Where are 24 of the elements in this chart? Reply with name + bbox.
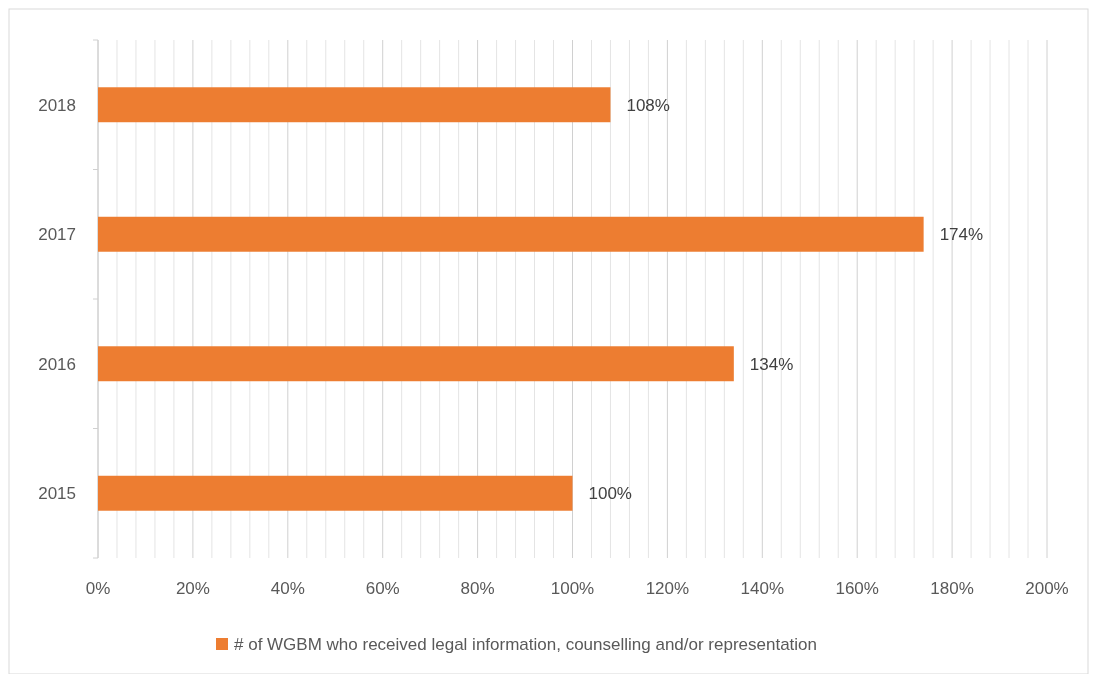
x-tick-label: 0% <box>85 579 111 598</box>
bar <box>98 87 611 123</box>
x-tick-label: 20% <box>175 579 210 598</box>
bar <box>98 216 924 252</box>
bar <box>98 346 734 382</box>
x-tick-label: 120% <box>645 579 690 598</box>
text: 134% <box>749 354 794 374</box>
y-tick-label: 2015 <box>38 484 76 504</box>
y-tick-label: 2017 <box>38 225 76 245</box>
y-tick-label: 2018 <box>38 95 76 115</box>
x-tick-label: 100% <box>550 579 595 598</box>
x-tick-label: 180% <box>930 579 974 598</box>
x-tick-label: 40% <box>270 579 305 598</box>
y-tick-label: 2016 <box>38 354 76 374</box>
text: 174% <box>939 225 984 245</box>
legend-label: # of WGBM who received legal information, counselling and/or representation <box>234 634 818 654</box>
x-tick-label: 200% <box>1025 579 1069 598</box>
bar <box>98 475 573 511</box>
text: 108% <box>626 95 670 115</box>
x-tick-label: 80% <box>460 579 495 598</box>
x-tick-label: 140% <box>740 579 785 598</box>
text: 100% <box>588 484 632 504</box>
x-tick-label: 160% <box>835 579 879 598</box>
x-tick-label: 60% <box>365 579 400 598</box>
